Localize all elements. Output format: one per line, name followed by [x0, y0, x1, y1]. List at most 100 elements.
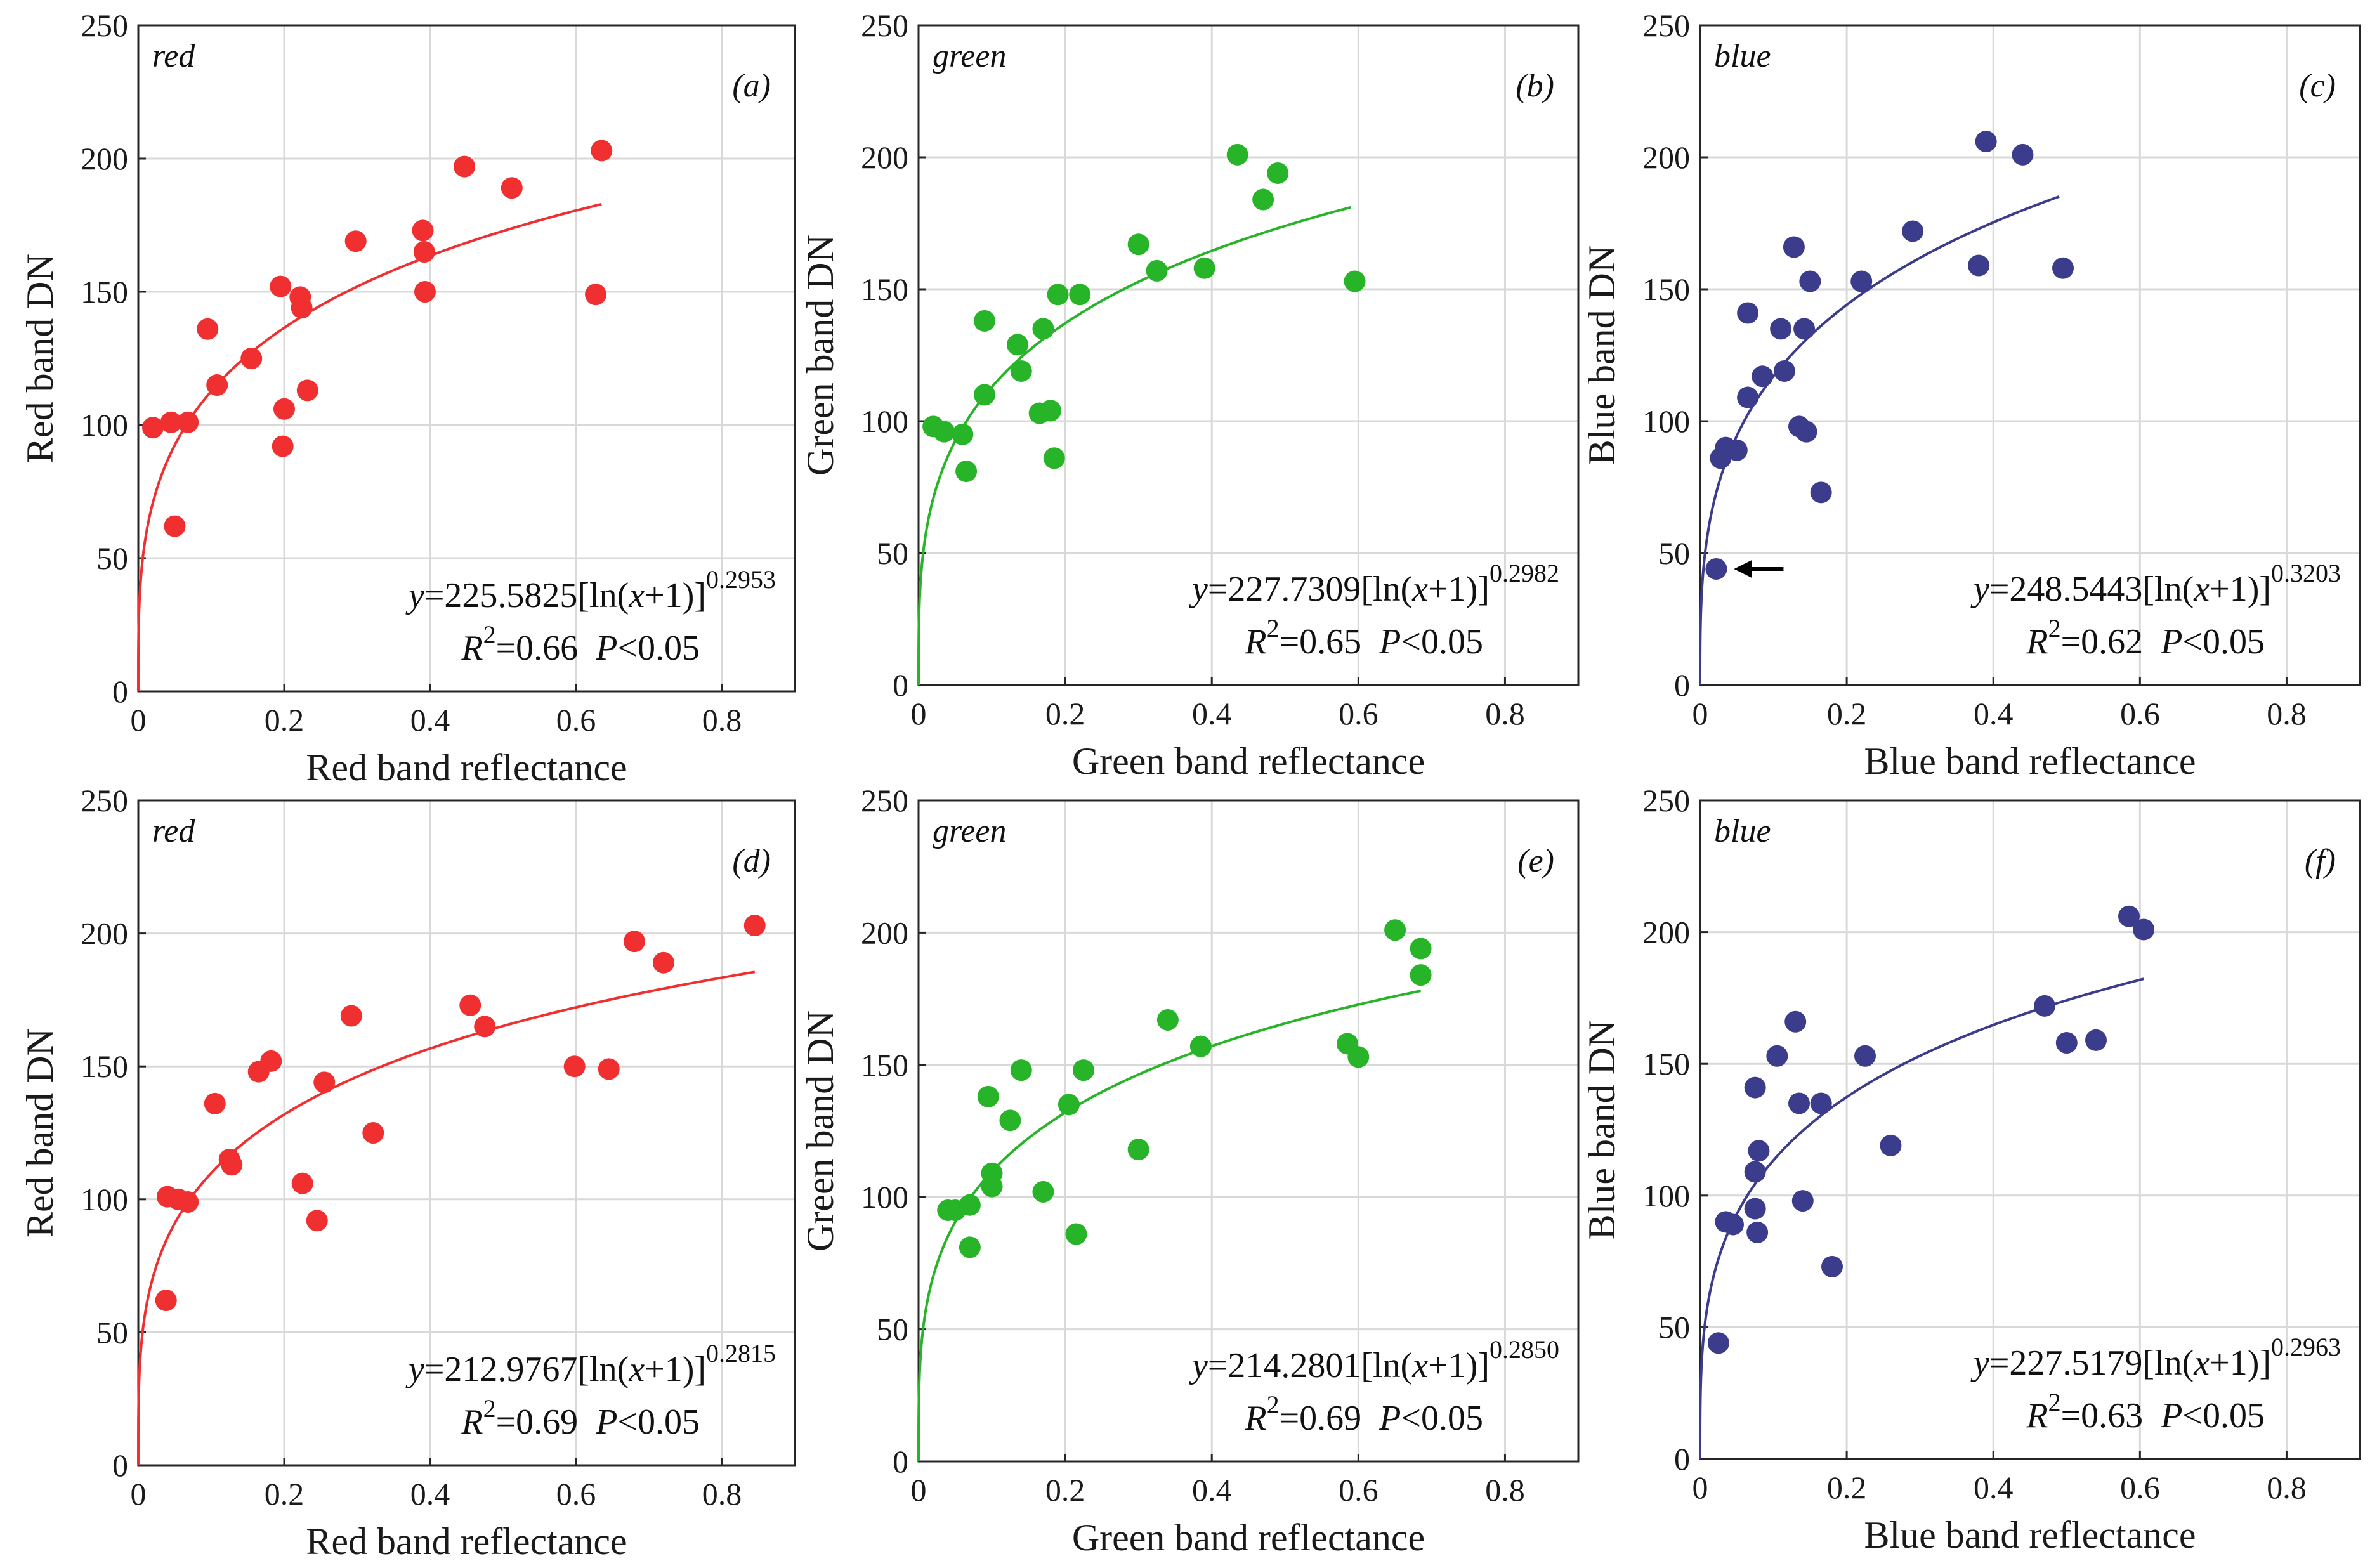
- y-axis-label: Green band DN: [799, 1010, 841, 1251]
- data-point: [653, 952, 674, 974]
- data-point: [240, 348, 262, 369]
- data-point: [1745, 1161, 1766, 1182]
- x-tick-label: 0.4: [1192, 1472, 1232, 1508]
- eq-exponent: 0.3203: [2271, 559, 2341, 587]
- data-point: [313, 1071, 335, 1093]
- y-tick-label: 150: [1642, 271, 1690, 307]
- x-tick-label: 0.8: [1485, 1472, 1525, 1508]
- y-tick-label: 100: [1642, 1178, 1690, 1213]
- data-point: [1811, 481, 1832, 503]
- data-point: [1128, 233, 1149, 255]
- data-point: [177, 412, 199, 433]
- data-point: [1708, 1332, 1729, 1354]
- p-value: <0.05: [617, 1402, 700, 1442]
- data-point: [1850, 271, 1872, 292]
- data-point: [155, 1290, 177, 1311]
- chart-panel-b: 0 0.2 0.4 0.6 0.8050100150200250Green band r…: [799, 8, 1578, 782]
- eq-lhs: y: [405, 1350, 424, 1389]
- x-tick-label: 0: [911, 1472, 927, 1508]
- eq-exponent: 0.2815: [706, 1339, 776, 1368]
- fit-equation: y=225.5825[ln(x+1)]0.2953: [405, 565, 776, 615]
- y-tick-label: 200: [1642, 915, 1690, 950]
- y-tick-label: 0: [1674, 667, 1690, 703]
- r2-value: =0.66: [496, 629, 596, 668]
- y-tick-label: 100: [861, 1179, 908, 1215]
- data-point: [1032, 1181, 1054, 1203]
- r2-label: R: [2026, 1396, 2048, 1435]
- data-point: [1968, 255, 1989, 277]
- data-point: [221, 1154, 242, 1175]
- y-tick-label: 200: [861, 140, 908, 175]
- data-point: [206, 374, 228, 396]
- data-point: [1347, 1046, 1369, 1068]
- eq-var: x: [628, 1350, 645, 1389]
- x-axis-label: Green band reflectance: [1072, 740, 1425, 782]
- data-point: [1745, 1198, 1766, 1220]
- p-value: <0.05: [1401, 622, 1483, 662]
- fit-curve: [138, 204, 601, 691]
- r2-exponent: 2: [1267, 1390, 1280, 1419]
- x-tick-label: 0.4: [1974, 1470, 2014, 1505]
- x-tick-label: 0.6: [2120, 696, 2160, 731]
- eq-lhs: y: [1970, 1343, 1989, 1383]
- fit-stats: R2=0.63 P<0.05: [2026, 1388, 2265, 1435]
- eq-lhs: y: [405, 576, 424, 615]
- y-tick-label: 50: [96, 540, 128, 576]
- data-point: [981, 1176, 1003, 1198]
- x-tick-label: 0: [1693, 696, 1708, 731]
- p-label: P: [595, 1402, 617, 1442]
- r2-exponent: 2: [2048, 1388, 2061, 1416]
- data-point: [1705, 558, 1727, 580]
- fit-curve: [919, 207, 1351, 685]
- data-point: [1065, 1224, 1087, 1245]
- data-point: [1047, 284, 1069, 305]
- fit-equation: y=227.7309[ln(x+1)]0.2982: [1189, 559, 1559, 609]
- data-point: [1752, 365, 1773, 387]
- x-tick-label: 0.2: [265, 1476, 304, 1512]
- x-tick-label: 0.2: [1827, 1470, 1867, 1505]
- data-point: [2012, 144, 2033, 166]
- data-point: [2034, 995, 2055, 1017]
- data-point: [1058, 1094, 1080, 1115]
- chart-panel-a: 0 0.2 0.4 0.6 0.8 0 50 100 150 200 250 Red band ref…: [19, 8, 795, 788]
- data-point: [1902, 220, 1923, 242]
- x-axis-label: Red band reflectance: [306, 1520, 627, 1562]
- eq-var: x: [2193, 1343, 2210, 1383]
- data-point: [624, 931, 645, 952]
- data-point: [1766, 1045, 1788, 1067]
- chart-panel-d: 0 0.2 0.4 0.6 0.8050100150200250Red band ref…: [19, 783, 795, 1562]
- band-label: red: [152, 38, 195, 74]
- eq-var: x: [1411, 570, 1428, 609]
- p-label: P: [2160, 622, 2182, 662]
- fit-curve: [138, 972, 755, 1465]
- y-tick-label: 50: [1658, 1309, 1690, 1345]
- data-point: [1811, 1092, 1832, 1114]
- eq-coef: =248.5443[ln(: [1989, 570, 2194, 609]
- x-tick-label: 0.4: [410, 702, 450, 738]
- r2-exponent: 2: [483, 1394, 496, 1423]
- data-point: [974, 384, 995, 405]
- y-axis-label: Red band DN: [19, 254, 61, 463]
- eq-tail: +1)]: [1428, 570, 1490, 609]
- y-tick-label: 0: [893, 667, 908, 703]
- x-tick-label: 0.4: [410, 1476, 450, 1512]
- y-tick-label: 250: [81, 8, 128, 43]
- data-point: [1770, 318, 1791, 339]
- data-point: [454, 156, 475, 178]
- data-point: [1344, 271, 1366, 292]
- data-point: [291, 297, 313, 318]
- panel-label: (a): [732, 68, 771, 104]
- data-point: [591, 140, 612, 161]
- data-point: [1069, 284, 1090, 305]
- data-point: [1793, 318, 1815, 339]
- data-point: [1788, 1092, 1810, 1114]
- x-axis-label: Green band reflectance: [1072, 1517, 1425, 1558]
- r2-value: =0.69: [1280, 1399, 1380, 1438]
- fit-equation: y=227.5179[ln(x+1)]0.2963: [1970, 1333, 2341, 1383]
- data-point: [501, 177, 523, 199]
- data-point: [272, 436, 294, 457]
- r2-label: R: [461, 1402, 483, 1442]
- data-point: [273, 398, 295, 420]
- data-point: [1194, 258, 1215, 279]
- y-tick-label: 250: [861, 8, 908, 43]
